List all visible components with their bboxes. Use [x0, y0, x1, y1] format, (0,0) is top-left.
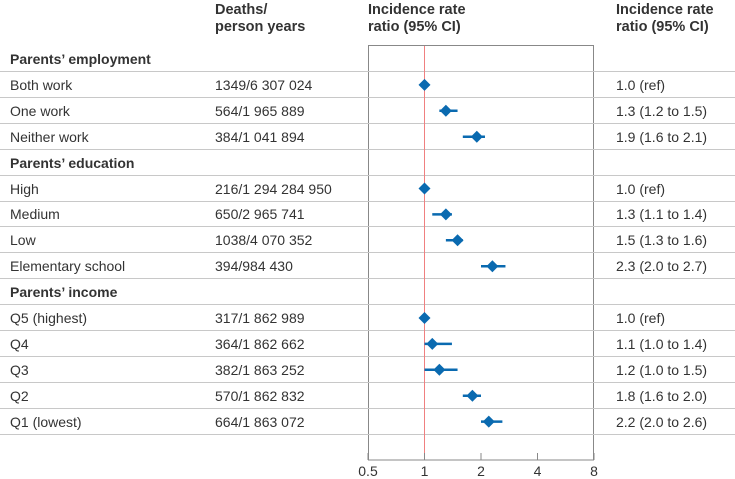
point-estimate-marker [466, 389, 479, 402]
row-label: Neither work [10, 128, 89, 145]
row-divider [0, 200, 735, 202]
point-estimate-marker [426, 337, 439, 350]
irr-value: 2.2 (2.0 to 2.6) [616, 413, 708, 430]
deaths-value: 664/1 863 072 [215, 413, 305, 430]
point-estimate-marker [433, 363, 446, 376]
row-label: High [10, 180, 39, 197]
row-divider [0, 71, 735, 72]
row-label: Q1 (lowest) [10, 413, 82, 430]
row-label: Both work [10, 76, 73, 93]
deaths-value: 317/1 862 989 [215, 310, 305, 326]
point-estimate-marker [439, 104, 452, 117]
row-divider [0, 407, 735, 409]
irr-value: 1.2 (1.0 to 1.5) [616, 361, 708, 378]
irr-plot-column-header: Incidence rate ratio (95% CI) [368, 2, 466, 35]
table-row: Elementary school 394/984 430 2.3 (2.0 to … [0, 253, 735, 280]
row-label: Low [10, 232, 36, 249]
point-estimate-marker [486, 260, 499, 273]
table-row: Q2 570/1 862 832 1.8 (1.6 to 2.0) [0, 383, 735, 409]
row-divider [0, 355, 735, 357]
group-label: Parents’ employment [10, 51, 151, 67]
x-tick-label: 0.5 [358, 463, 378, 479]
row-label: Medium [10, 206, 60, 223]
point-estimate-marker [470, 130, 483, 143]
x-tick-label: 4 [533, 463, 542, 479]
irr-text-column-header: Incidence rate ratio (95% CI) [616, 2, 714, 35]
row-divider [0, 96, 735, 98]
deaths-column-header: Deaths/ person years [215, 2, 306, 35]
row-divider [0, 433, 735, 435]
point-estimate-marker [418, 78, 431, 91]
row-label: Elementary school [10, 258, 126, 275]
group-label: Parents’ income [10, 284, 118, 301]
row-label: Q3 [10, 361, 29, 378]
point-estimate-marker [418, 312, 431, 324]
deaths-value: 570/1 862 832 [215, 387, 305, 404]
irr-value: 1.5 (1.3 to 1.6) [616, 232, 708, 249]
deaths-value: 382/1 863 252 [215, 361, 305, 378]
irr-value: 1.0 (ref) [616, 180, 666, 197]
irr-value: 1.3 (1.2 to 1.5) [616, 102, 708, 119]
table-row: Q1 (lowest) 664/1 863 072 2.2 (2.0 to 2.6) [0, 409, 735, 435]
row-divider [0, 278, 735, 280]
table-row: Medium 650/2 965 741 1.3 (1.1 to 1.4) [0, 201, 735, 228]
table-row: Neither work 384/1 041 894 1.9 (1.6 to 2.1… [0, 124, 735, 150]
point-estimate-marker [482, 415, 495, 428]
table-row: One work 564/1 965 889 1.3 (1.2 to 1.5) [0, 98, 735, 124]
irr-value: 2.3 (2.0 to 2.7) [616, 258, 708, 275]
group-header-row: Parents’ education [0, 150, 735, 176]
irr-value: 1.9 (1.6 to 2.1) [616, 128, 708, 145]
irr-value: 1.0 (ref) [616, 310, 666, 326]
irr-value: 1.8 (1.6 to 2.0) [616, 387, 708, 404]
x-tick-label: 8 [590, 463, 598, 479]
deaths-value: 650/2 965 741 [215, 206, 305, 223]
table-row: Both work 1349/6 307 024 1.0 (ref) [0, 72, 735, 98]
deaths-value: 216/1 294 284 950 [215, 180, 332, 197]
row-label: Q2 [10, 387, 29, 404]
table-row: Q5 (highest) 317/1 862 989 1.0 (ref) [0, 305, 735, 331]
point-estimate-marker [418, 182, 431, 195]
row-divider [0, 122, 735, 124]
point-estimate-marker [439, 208, 452, 221]
row-label: Q4 [10, 335, 29, 352]
irr-value: 1.0 (ref) [616, 76, 666, 93]
row-divider [0, 304, 735, 306]
x-tick-label: 1 [420, 463, 429, 479]
point-estimate-marker [451, 234, 464, 247]
group-header-row: Parents’ employment [0, 46, 735, 72]
row-divider [0, 148, 735, 150]
deaths-value: 564/1 965 889 [215, 102, 305, 119]
group-header-row: Parents’ income [0, 279, 735, 306]
x-tick-label: 2 [477, 463, 485, 479]
group-label: Parents’ education [10, 154, 135, 171]
deaths-value: 384/1 041 894 [215, 128, 305, 145]
table-row: Q4 364/1 862 662 1.1 (1.0 to 1.4) [0, 331, 735, 357]
deaths-value: 364/1 862 662 [215, 335, 305, 352]
deaths-value: 1038/4 070 352 [215, 232, 313, 249]
table-row: Low 1038/4 070 352 1.5 (1.3 to 1.6) [0, 227, 735, 254]
deaths-value: 1349/6 307 024 [215, 76, 313, 93]
row-divider [0, 252, 735, 254]
row-divider [0, 330, 735, 331]
row-divider [0, 381, 735, 383]
table-row: High 216/1 294 284 950 1.0 (ref) [0, 176, 735, 202]
irr-value: 1.3 (1.1 to 1.4) [616, 206, 708, 223]
row-label: Q5 (highest) [10, 310, 88, 326]
row-label: One work [10, 102, 70, 119]
row-divider [0, 226, 735, 228]
row-divider [0, 174, 735, 176]
table-row: Q3 382/1 863 252 1.2 (1.0 to 1.5) [0, 357, 735, 383]
deaths-value: 394/984 430 [215, 258, 293, 275]
irr-value: 1.1 (1.0 to 1.4) [616, 335, 708, 352]
